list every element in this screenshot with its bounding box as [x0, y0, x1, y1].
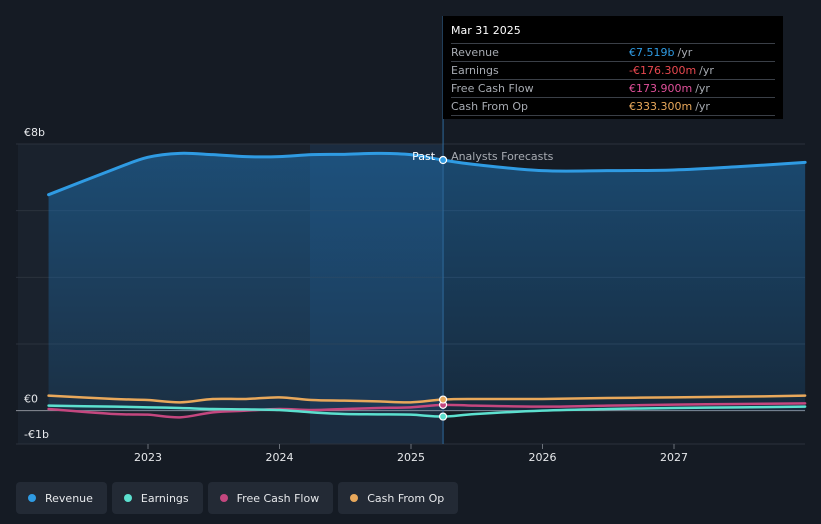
- tooltip-value: €173.900m: [629, 82, 693, 95]
- legend-dot-icon: [123, 494, 132, 502]
- x-axis-label: 2025: [397, 451, 425, 464]
- legend-label: Revenue: [45, 491, 93, 505]
- free-cash-flow-line: [47, 402, 807, 419]
- y-axis-label: -€1b: [24, 428, 49, 441]
- tooltip-value: €7.519b: [629, 46, 675, 59]
- x-axis-label: 2027: [660, 451, 688, 464]
- tooltip-row-earnings: Earnings -€176.300m/yr: [451, 61, 775, 79]
- legend-label: Earnings: [140, 491, 189, 505]
- revenue-line: [47, 151, 807, 197]
- tooltip: Mar 31 2025 Revenue €7.519b/yr Earnings -€1…: [443, 16, 783, 119]
- legend-item-cash-from-op[interactable]: Cash From Op: [338, 482, 459, 514]
- tooltip-unit: /yr: [677, 46, 693, 59]
- x-axis-label: 2024: [266, 451, 294, 464]
- y-axis-label: €8b: [24, 126, 45, 139]
- revenue-marker: [438, 155, 448, 165]
- legend-dot-icon: [350, 494, 359, 502]
- legend-label: Free Cash Flow: [236, 491, 320, 505]
- revenue-area: [48, 153, 806, 411]
- past-label: Past: [412, 150, 436, 163]
- tooltip-row-free-cash-flow: Free Cash Flow €173.900m/yr: [451, 79, 775, 97]
- forecast-label: Analysts Forecasts: [451, 150, 554, 163]
- x-axis-label: 2023: [134, 451, 162, 464]
- tooltip-value: -€176.300m: [629, 64, 697, 77]
- legend-dot-icon: [219, 494, 228, 502]
- earnings-marker: [438, 412, 448, 421]
- legend-label: Cash From Op: [367, 491, 445, 505]
- earnings-line: [47, 404, 807, 418]
- legend-item-revenue[interactable]: Revenue: [16, 482, 107, 514]
- tooltip-unit: /yr: [695, 82, 710, 95]
- tooltip-row-revenue: Revenue €7.519b/yr: [451, 43, 775, 61]
- cash-from-op-marker: [438, 395, 448, 404]
- legend: Revenue Earnings Free Cash Flow Cash From O…: [16, 482, 459, 514]
- x-axis-label: 2026: [529, 451, 557, 464]
- legend-item-free-cash-flow[interactable]: Free Cash Flow: [207, 482, 334, 514]
- tooltip-unit: /yr: [699, 64, 714, 77]
- cash-from-op-line: [47, 394, 807, 404]
- tooltip-label: Free Cash Flow: [451, 82, 534, 95]
- legend-item-earnings[interactable]: Earnings: [111, 482, 203, 514]
- tooltip-label: Cash From Op: [451, 100, 529, 113]
- tooltip-value: €333.300m: [629, 100, 693, 113]
- tooltip-date: Mar 31 2025: [451, 24, 521, 37]
- tooltip-row-cash-from-op: Cash From Op €333.300m/yr: [451, 97, 775, 116]
- y-axis-label: €0: [24, 393, 38, 406]
- tooltip-unit: /yr: [695, 100, 710, 113]
- tooltip-label: Earnings: [451, 64, 499, 77]
- legend-dot-icon: [28, 494, 36, 502]
- tooltip-label: Revenue: [451, 46, 499, 59]
